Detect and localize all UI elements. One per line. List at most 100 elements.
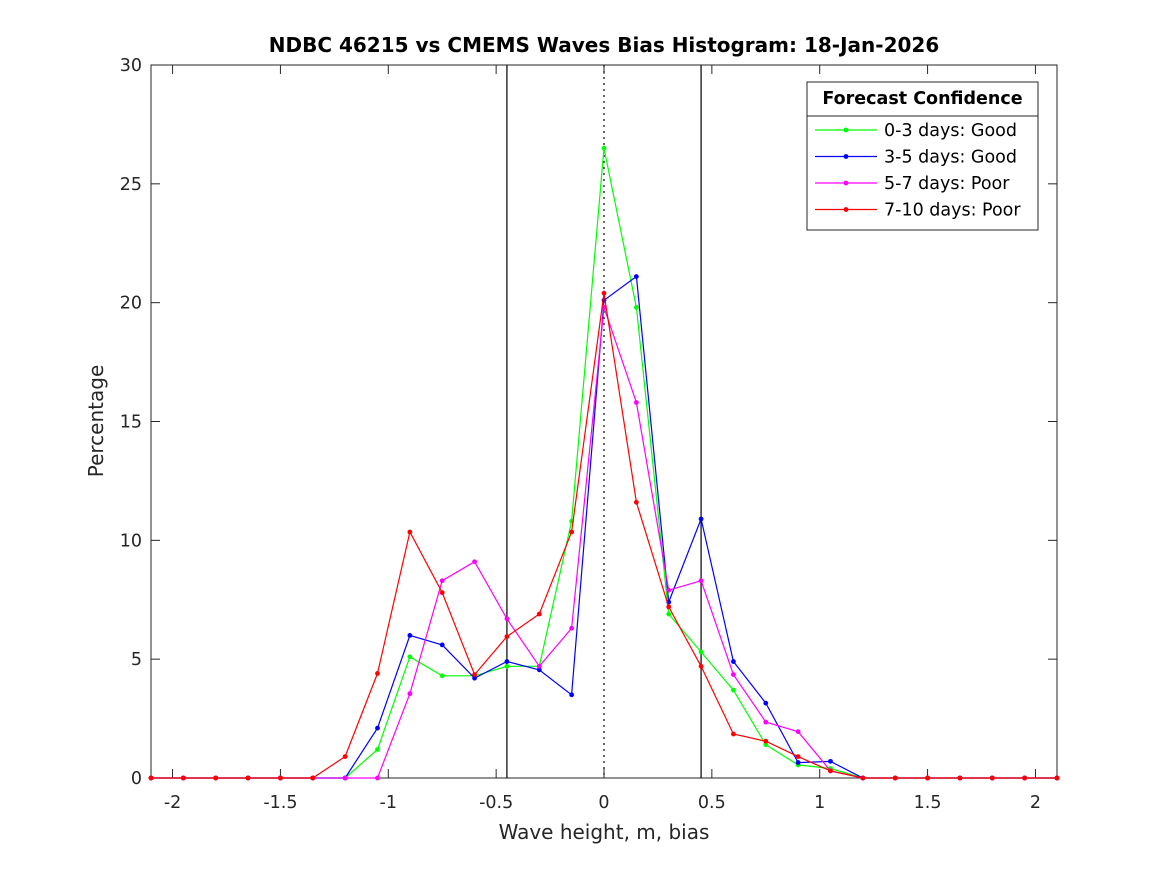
data-point (698, 516, 704, 522)
data-point (375, 775, 380, 781)
data-point (795, 729, 801, 735)
data-point (375, 725, 380, 731)
x-tick-label: -0.5 (479, 793, 513, 813)
data-point (407, 691, 413, 697)
data-point (795, 754, 801, 760)
x-tick-label: -1 (380, 793, 397, 813)
data-point (601, 290, 607, 296)
data-point (666, 587, 672, 593)
data-point (472, 672, 477, 678)
data-point (504, 634, 510, 639)
data-point (439, 673, 445, 679)
legend-title: Forecast Confidence (822, 89, 1022, 109)
legend-entry-label: 3-5 days: Good (884, 148, 1017, 168)
data-point (763, 742, 769, 748)
x-tick-label: 0.5 (698, 793, 726, 813)
legend: Forecast Confidence 0-3 days: Good 3-5 day… (806, 81, 1039, 231)
data-point (731, 672, 736, 678)
data-point (536, 611, 542, 617)
data-point (439, 642, 445, 648)
y-tick-label: 0 (131, 769, 142, 789)
x-tick-label: 2 (1030, 793, 1041, 813)
data-point (342, 754, 348, 760)
legend-entry-label: 7-10 days: Poor (884, 201, 1021, 221)
data-point (957, 775, 963, 781)
data-point (504, 659, 510, 664)
data-point (601, 145, 607, 151)
x-tick-label: -1.5 (263, 793, 297, 813)
data-point (1054, 775, 1060, 781)
legend-entry: 0-3 days: Good (815, 121, 1017, 141)
x-tick-label: 1.5 (914, 793, 942, 813)
y-tick-label: 20 (120, 294, 142, 314)
legend-entry-label: 0-3 days: Good (884, 121, 1017, 141)
data-point (245, 775, 251, 781)
data-point (633, 274, 639, 279)
y-axis-label: Percentage (84, 365, 108, 478)
data-point (504, 663, 510, 669)
data-point (472, 559, 477, 565)
data-point (731, 687, 736, 693)
data-point (731, 659, 736, 664)
legend-marker (843, 180, 849, 186)
data-point (925, 775, 930, 781)
data-point (439, 590, 445, 596)
y-tick-label: 30 (120, 56, 142, 76)
data-point (407, 633, 413, 638)
y-tick-label: 25 (120, 175, 142, 195)
data-point (989, 775, 995, 781)
legend-entry-label: 5-7 days: Poor (884, 174, 1010, 194)
data-point (731, 731, 736, 737)
x-axis-label: Wave height, m, bias (499, 820, 710, 844)
legend-marker (843, 127, 849, 133)
data-point (536, 663, 542, 669)
data-point (213, 775, 219, 781)
data-point (795, 760, 801, 765)
data-point (278, 775, 283, 781)
data-point (375, 671, 380, 676)
chart-title: NDBC 46215 vs CMEMS Waves Bias Histogram… (269, 33, 940, 57)
legend-marker (843, 154, 849, 159)
y-tick-label: 5 (131, 650, 142, 670)
data-point (698, 663, 704, 669)
data-point (342, 775, 348, 781)
data-point (375, 747, 380, 752)
data-point (1022, 775, 1028, 781)
data-point (666, 604, 672, 610)
data-point (763, 738, 769, 744)
series-4 (148, 290, 1060, 781)
x-tick-label: 1 (814, 793, 825, 813)
data-point (504, 616, 510, 622)
data-point (698, 649, 704, 655)
x-tick-label: -2 (164, 793, 181, 813)
data-point (472, 675, 477, 681)
data-point (633, 499, 639, 505)
data-point (407, 529, 413, 535)
data-point (860, 775, 866, 781)
legend-entry: 7-10 days: Poor (815, 201, 1021, 221)
data-point (633, 305, 639, 310)
data-point (180, 775, 186, 781)
data-point (569, 625, 575, 631)
data-point (698, 578, 704, 584)
x-tick-label: 0 (598, 793, 609, 813)
data-point (439, 578, 445, 584)
data-point (828, 768, 833, 774)
data-point (666, 611, 672, 617)
data-point (148, 775, 154, 781)
legend-entry: 3-5 days: Good (815, 148, 1017, 168)
data-point (763, 700, 769, 706)
data-point (407, 654, 413, 660)
data-point (310, 775, 316, 781)
data-point (892, 775, 898, 781)
data-point (569, 529, 575, 535)
legend-entry: 5-7 days: Poor (815, 174, 1010, 194)
data-point (569, 692, 575, 698)
series-3 (148, 305, 1060, 781)
data-point (763, 719, 769, 725)
data-point (828, 758, 833, 764)
y-tick-label: 10 (120, 531, 142, 551)
